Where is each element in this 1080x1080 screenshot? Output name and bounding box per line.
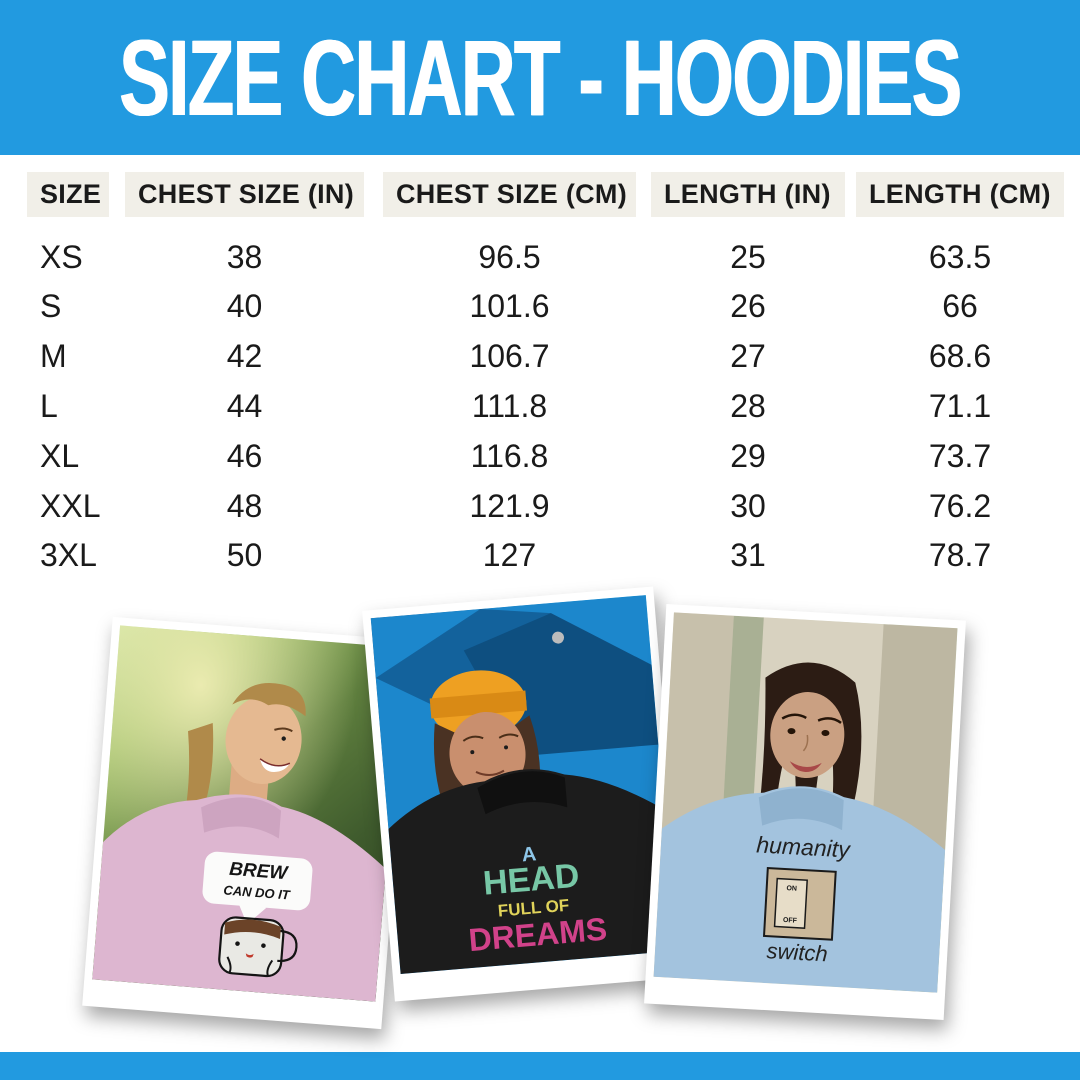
svg-text:humanity: humanity bbox=[756, 831, 852, 862]
svg-text:switch: switch bbox=[766, 938, 828, 966]
svg-text:OFF: OFF bbox=[783, 917, 798, 925]
svg-text:ON: ON bbox=[786, 885, 797, 893]
